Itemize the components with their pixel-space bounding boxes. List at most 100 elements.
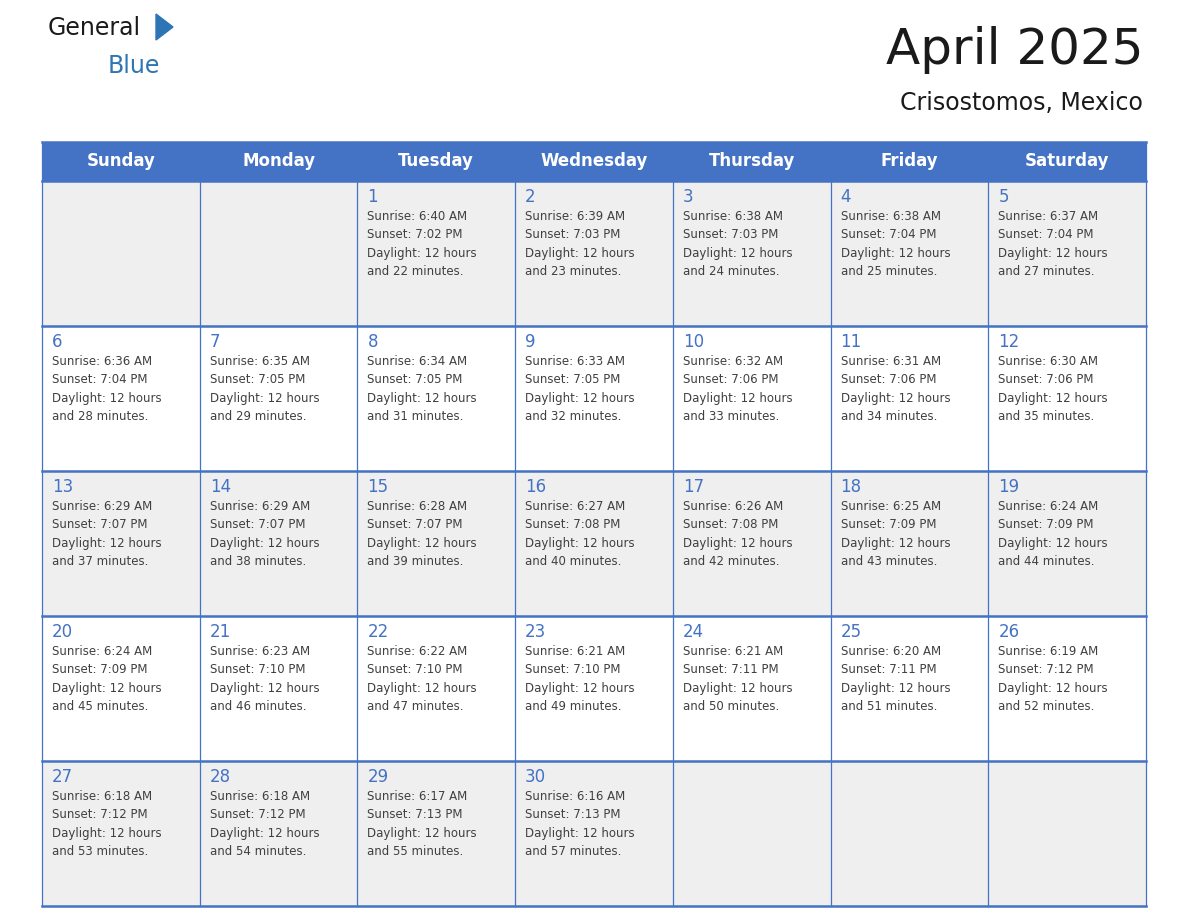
Text: Sunset: 7:03 PM: Sunset: 7:03 PM [525,228,620,241]
Text: Sunrise: 6:16 AM: Sunrise: 6:16 AM [525,789,625,803]
Text: 28: 28 [210,767,230,786]
Text: 19: 19 [998,477,1019,496]
Text: Sunrise: 6:40 AM: Sunrise: 6:40 AM [367,209,468,222]
Text: Sunrise: 6:22 AM: Sunrise: 6:22 AM [367,644,468,658]
Text: Daylight: 12 hours: Daylight: 12 hours [998,247,1108,260]
FancyBboxPatch shape [672,471,830,616]
Text: and 38 minutes.: and 38 minutes. [210,555,307,568]
Text: 2: 2 [525,187,536,206]
Text: and 55 minutes.: and 55 minutes. [367,845,463,858]
Text: Sunset: 7:04 PM: Sunset: 7:04 PM [998,228,1094,241]
Text: 14: 14 [210,477,230,496]
Text: General: General [48,16,141,40]
FancyBboxPatch shape [42,616,200,761]
Text: Daylight: 12 hours: Daylight: 12 hours [525,392,634,405]
Text: Sunset: 7:05 PM: Sunset: 7:05 PM [525,373,620,386]
Text: Daylight: 12 hours: Daylight: 12 hours [367,247,478,260]
Text: Sunset: 7:06 PM: Sunset: 7:06 PM [841,373,936,386]
Text: and 44 minutes.: and 44 minutes. [998,555,1095,568]
Text: Wednesday: Wednesday [541,152,647,170]
FancyBboxPatch shape [988,326,1146,471]
Text: Sunset: 7:12 PM: Sunset: 7:12 PM [52,809,147,822]
Text: and 25 minutes.: and 25 minutes. [841,265,937,278]
FancyBboxPatch shape [358,471,516,616]
Text: Blue: Blue [108,54,160,78]
Text: Daylight: 12 hours: Daylight: 12 hours [367,392,478,405]
Text: and 29 minutes.: and 29 minutes. [210,410,307,423]
Text: Sunset: 7:07 PM: Sunset: 7:07 PM [210,518,305,532]
Text: and 33 minutes.: and 33 minutes. [683,410,779,423]
FancyBboxPatch shape [672,761,830,906]
Text: and 22 minutes.: and 22 minutes. [367,265,465,278]
Text: Daylight: 12 hours: Daylight: 12 hours [52,392,162,405]
Text: 22: 22 [367,622,388,641]
Text: Daylight: 12 hours: Daylight: 12 hours [525,682,634,695]
FancyBboxPatch shape [42,326,200,471]
FancyBboxPatch shape [988,181,1146,326]
Text: Monday: Monday [242,152,315,170]
Text: 24: 24 [683,622,704,641]
Text: Sunrise: 6:25 AM: Sunrise: 6:25 AM [841,499,941,512]
Text: 29: 29 [367,767,388,786]
FancyBboxPatch shape [988,616,1146,761]
Text: Sunset: 7:11 PM: Sunset: 7:11 PM [841,664,936,677]
Text: and 35 minutes.: and 35 minutes. [998,410,1094,423]
Text: Daylight: 12 hours: Daylight: 12 hours [210,682,320,695]
Text: Sunset: 7:13 PM: Sunset: 7:13 PM [367,809,463,822]
Text: Daylight: 12 hours: Daylight: 12 hours [210,392,320,405]
Text: Sunrise: 6:18 AM: Sunrise: 6:18 AM [210,789,310,803]
Text: Daylight: 12 hours: Daylight: 12 hours [683,392,792,405]
Text: Daylight: 12 hours: Daylight: 12 hours [52,682,162,695]
Text: Daylight: 12 hours: Daylight: 12 hours [525,247,634,260]
FancyBboxPatch shape [200,326,358,471]
Text: and 53 minutes.: and 53 minutes. [52,845,148,858]
Text: 21: 21 [210,622,230,641]
Text: Sunrise: 6:17 AM: Sunrise: 6:17 AM [367,789,468,803]
Text: Sunrise: 6:21 AM: Sunrise: 6:21 AM [683,644,783,658]
FancyBboxPatch shape [516,761,672,906]
Text: and 31 minutes.: and 31 minutes. [367,410,463,423]
Text: Sunset: 7:03 PM: Sunset: 7:03 PM [683,228,778,241]
Text: Daylight: 12 hours: Daylight: 12 hours [52,827,162,840]
Text: Sunset: 7:04 PM: Sunset: 7:04 PM [841,228,936,241]
FancyBboxPatch shape [516,181,672,326]
FancyBboxPatch shape [672,616,830,761]
Text: Sunset: 7:10 PM: Sunset: 7:10 PM [210,664,305,677]
Text: Sunrise: 6:23 AM: Sunrise: 6:23 AM [210,644,310,658]
Text: Sunset: 7:10 PM: Sunset: 7:10 PM [525,664,620,677]
Text: Sunrise: 6:28 AM: Sunrise: 6:28 AM [367,499,468,512]
Text: 3: 3 [683,187,694,206]
Text: 10: 10 [683,332,704,351]
Text: and 43 minutes.: and 43 minutes. [841,555,937,568]
Text: 13: 13 [52,477,74,496]
Text: and 46 minutes.: and 46 minutes. [210,700,307,713]
FancyBboxPatch shape [42,761,200,906]
Text: Daylight: 12 hours: Daylight: 12 hours [683,682,792,695]
Text: Sunset: 7:09 PM: Sunset: 7:09 PM [841,518,936,532]
Text: 18: 18 [841,477,861,496]
Text: and 57 minutes.: and 57 minutes. [525,845,621,858]
Text: and 47 minutes.: and 47 minutes. [367,700,465,713]
Text: and 32 minutes.: and 32 minutes. [525,410,621,423]
Text: Daylight: 12 hours: Daylight: 12 hours [367,682,478,695]
Text: Sunset: 7:12 PM: Sunset: 7:12 PM [998,664,1094,677]
Text: and 54 minutes.: and 54 minutes. [210,845,307,858]
Text: 15: 15 [367,477,388,496]
Text: Sunrise: 6:34 AM: Sunrise: 6:34 AM [367,354,468,367]
Text: 4: 4 [841,187,851,206]
FancyBboxPatch shape [200,471,358,616]
Text: Sunrise: 6:33 AM: Sunrise: 6:33 AM [525,354,625,367]
Text: Sunset: 7:10 PM: Sunset: 7:10 PM [367,664,463,677]
Text: Daylight: 12 hours: Daylight: 12 hours [525,827,634,840]
Text: Daylight: 12 hours: Daylight: 12 hours [841,247,950,260]
FancyBboxPatch shape [516,616,672,761]
Text: April 2025: April 2025 [885,26,1143,74]
Text: and 49 minutes.: and 49 minutes. [525,700,621,713]
FancyBboxPatch shape [200,761,358,906]
Text: Daylight: 12 hours: Daylight: 12 hours [210,537,320,550]
Text: and 50 minutes.: and 50 minutes. [683,700,779,713]
FancyBboxPatch shape [200,181,358,326]
Text: Sunset: 7:05 PM: Sunset: 7:05 PM [210,373,305,386]
Text: Sunset: 7:06 PM: Sunset: 7:06 PM [998,373,1094,386]
FancyBboxPatch shape [358,616,516,761]
